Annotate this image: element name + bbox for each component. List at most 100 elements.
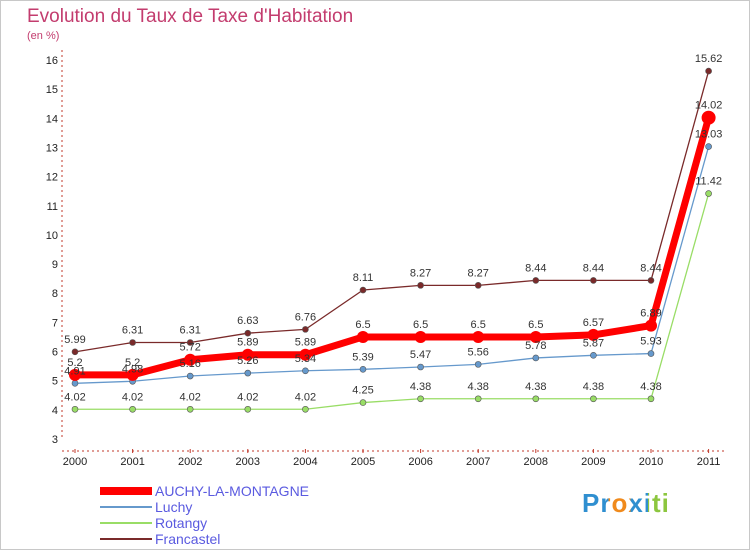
x-tick-label-2011: 2011 bbox=[697, 456, 721, 468]
point-luchy-2008 bbox=[532, 354, 540, 362]
point-auchy-2005 bbox=[357, 330, 369, 343]
data-label-auchy-2004: 5.89 bbox=[295, 337, 316, 349]
x-tick-label-2004: 2004 bbox=[293, 456, 317, 468]
data-label-auchy-2007: 6.5 bbox=[471, 319, 486, 331]
point-rotangy-2009 bbox=[590, 395, 597, 403]
legend-swatch-auchy bbox=[100, 487, 152, 495]
data-label-francastel-2001: 6.31 bbox=[122, 325, 143, 337]
point-rotangy-2004 bbox=[302, 405, 309, 413]
data-label-luchy-2007: 5.56 bbox=[467, 346, 488, 358]
point-francastel-2001 bbox=[129, 339, 136, 346]
y-tick-label-6: 6 bbox=[52, 347, 58, 359]
data-label-luchy-2001: 4.98 bbox=[122, 363, 143, 375]
point-francastel-2002 bbox=[186, 339, 194, 346]
data-label-auchy-2002: 5.72 bbox=[179, 342, 200, 354]
data-label-rotangy-2006: 4.38 bbox=[410, 381, 431, 393]
chart-subtitle: (en %) bbox=[27, 30, 60, 42]
data-label-rotangy-2005: 4.25 bbox=[352, 385, 373, 397]
point-francastel-2008 bbox=[532, 277, 540, 284]
data-label-auchy-2001: 5.2 bbox=[125, 357, 140, 369]
point-luchy-2010 bbox=[647, 350, 655, 357]
data-label-francastel-2002: 6.31 bbox=[179, 325, 200, 337]
point-francastel-2003 bbox=[244, 329, 252, 337]
series-line-auchy bbox=[71, 114, 713, 379]
x-tick-label-2008: 2008 bbox=[524, 456, 548, 468]
series-line-luchy bbox=[74, 145, 710, 384]
y-tick-label-12: 12 bbox=[46, 172, 58, 184]
data-label-auchy-2011: 14.02 bbox=[695, 100, 723, 112]
data-label-francastel-2003: 6.63 bbox=[237, 315, 258, 327]
data-label-auchy-2006: 6.5 bbox=[413, 319, 428, 331]
point-auchy-2002 bbox=[184, 353, 197, 366]
data-labels-layer: 5.2 5.2 5.72 5.89 5.89 6.5 6.5 6.5 6.5 6.57 6.89 14… bbox=[64, 53, 722, 403]
legend-swatch-luchy bbox=[100, 506, 152, 508]
point-rotangy-2003 bbox=[244, 405, 252, 413]
data-label-francastel-2010: 8.44 bbox=[640, 262, 661, 274]
point-francastel-2009 bbox=[590, 277, 597, 284]
point-francastel-2006 bbox=[417, 282, 424, 289]
y-tick-label-14: 14 bbox=[46, 113, 58, 125]
data-label-luchy-2008: 5.78 bbox=[525, 340, 546, 352]
point-rotangy-2010 bbox=[647, 395, 655, 403]
data-label-rotangy-2008: 4.38 bbox=[525, 381, 546, 393]
point-auchy-2008 bbox=[529, 330, 542, 343]
data-label-luchy-2004: 5.34 bbox=[295, 353, 316, 365]
data-label-francastel-2011: 15.62 bbox=[695, 53, 723, 65]
point-rotangy-2002 bbox=[186, 405, 194, 413]
data-label-rotangy-2004: 4.02 bbox=[295, 391, 316, 403]
point-auchy-2003 bbox=[241, 348, 254, 361]
data-label-rotangy-2001: 4.02 bbox=[122, 391, 143, 403]
y-tick-label-11: 11 bbox=[47, 201, 58, 213]
point-francastel-2010 bbox=[647, 277, 655, 284]
data-label-rotangy-2011: 11.42 bbox=[695, 176, 722, 188]
data-label-rotangy-2002: 4.02 bbox=[179, 391, 200, 403]
point-luchy-2004 bbox=[302, 367, 309, 375]
point-auchy-2004 bbox=[299, 348, 312, 361]
data-label-francastel-2005: 8.11 bbox=[353, 272, 374, 284]
point-rotangy-2006 bbox=[417, 395, 424, 403]
point-rotangy-2000 bbox=[71, 405, 79, 413]
point-luchy-2003 bbox=[244, 369, 252, 377]
point-rotangy-2008 bbox=[532, 395, 540, 403]
point-auchy-2011 bbox=[701, 110, 716, 125]
point-rotangy-2011 bbox=[705, 190, 712, 197]
legend-label-auchy: AUCHY-LA-MONTAGNE bbox=[155, 483, 310, 499]
data-label-luchy-2011: 13.03 bbox=[695, 129, 723, 141]
point-auchy-2007 bbox=[472, 330, 485, 343]
point-luchy-2002 bbox=[186, 372, 194, 380]
x-tick-label-2007: 2007 bbox=[466, 456, 490, 468]
y-tick-label-5: 5 bbox=[52, 376, 58, 388]
point-francastel-2005 bbox=[359, 286, 367, 294]
data-label-luchy-2000: 4.91 bbox=[64, 365, 85, 377]
legend-swatch-rotangy bbox=[100, 522, 152, 524]
data-label-francastel-2008: 8.44 bbox=[525, 262, 546, 274]
data-label-francastel-2004: 6.76 bbox=[295, 311, 316, 323]
point-rotangy-2007 bbox=[474, 395, 482, 403]
point-francastel-2000 bbox=[71, 348, 79, 356]
point-luchy-2011 bbox=[705, 143, 712, 150]
y-tick-label-16: 16 bbox=[46, 55, 58, 67]
data-label-luchy-2006: 5.47 bbox=[410, 349, 431, 361]
proxiti-logo: Proxiti bbox=[582, 488, 670, 519]
series-line-francastel bbox=[74, 70, 710, 353]
y-tick-label-9: 9 bbox=[52, 259, 58, 271]
point-luchy-2007 bbox=[474, 361, 482, 368]
data-label-rotangy-2009: 4.38 bbox=[583, 381, 604, 393]
x-tick-label-2009: 2009 bbox=[581, 456, 605, 468]
x-tick-label-2005: 2005 bbox=[351, 456, 375, 468]
x-tick-label-2010: 2010 bbox=[639, 456, 663, 468]
x-tick-label-2006: 2006 bbox=[408, 456, 432, 468]
data-label-luchy-2010: 5.93 bbox=[640, 336, 661, 348]
point-luchy-2000 bbox=[71, 380, 79, 387]
data-label-auchy-2008: 6.5 bbox=[528, 319, 543, 331]
data-label-francastel-2006: 8.27 bbox=[410, 267, 431, 279]
data-label-luchy-2003: 5.26 bbox=[237, 355, 258, 367]
point-auchy-2001 bbox=[126, 368, 139, 381]
y-tick-label-7: 7 bbox=[52, 317, 58, 329]
x-tick-label-2003: 2003 bbox=[236, 456, 260, 468]
data-label-luchy-2002: 5.16 bbox=[179, 358, 200, 370]
point-auchy-2006 bbox=[414, 330, 427, 343]
data-label-francastel-2000: 5.99 bbox=[64, 334, 85, 346]
data-label-rotangy-2010: 4.38 bbox=[640, 381, 661, 393]
